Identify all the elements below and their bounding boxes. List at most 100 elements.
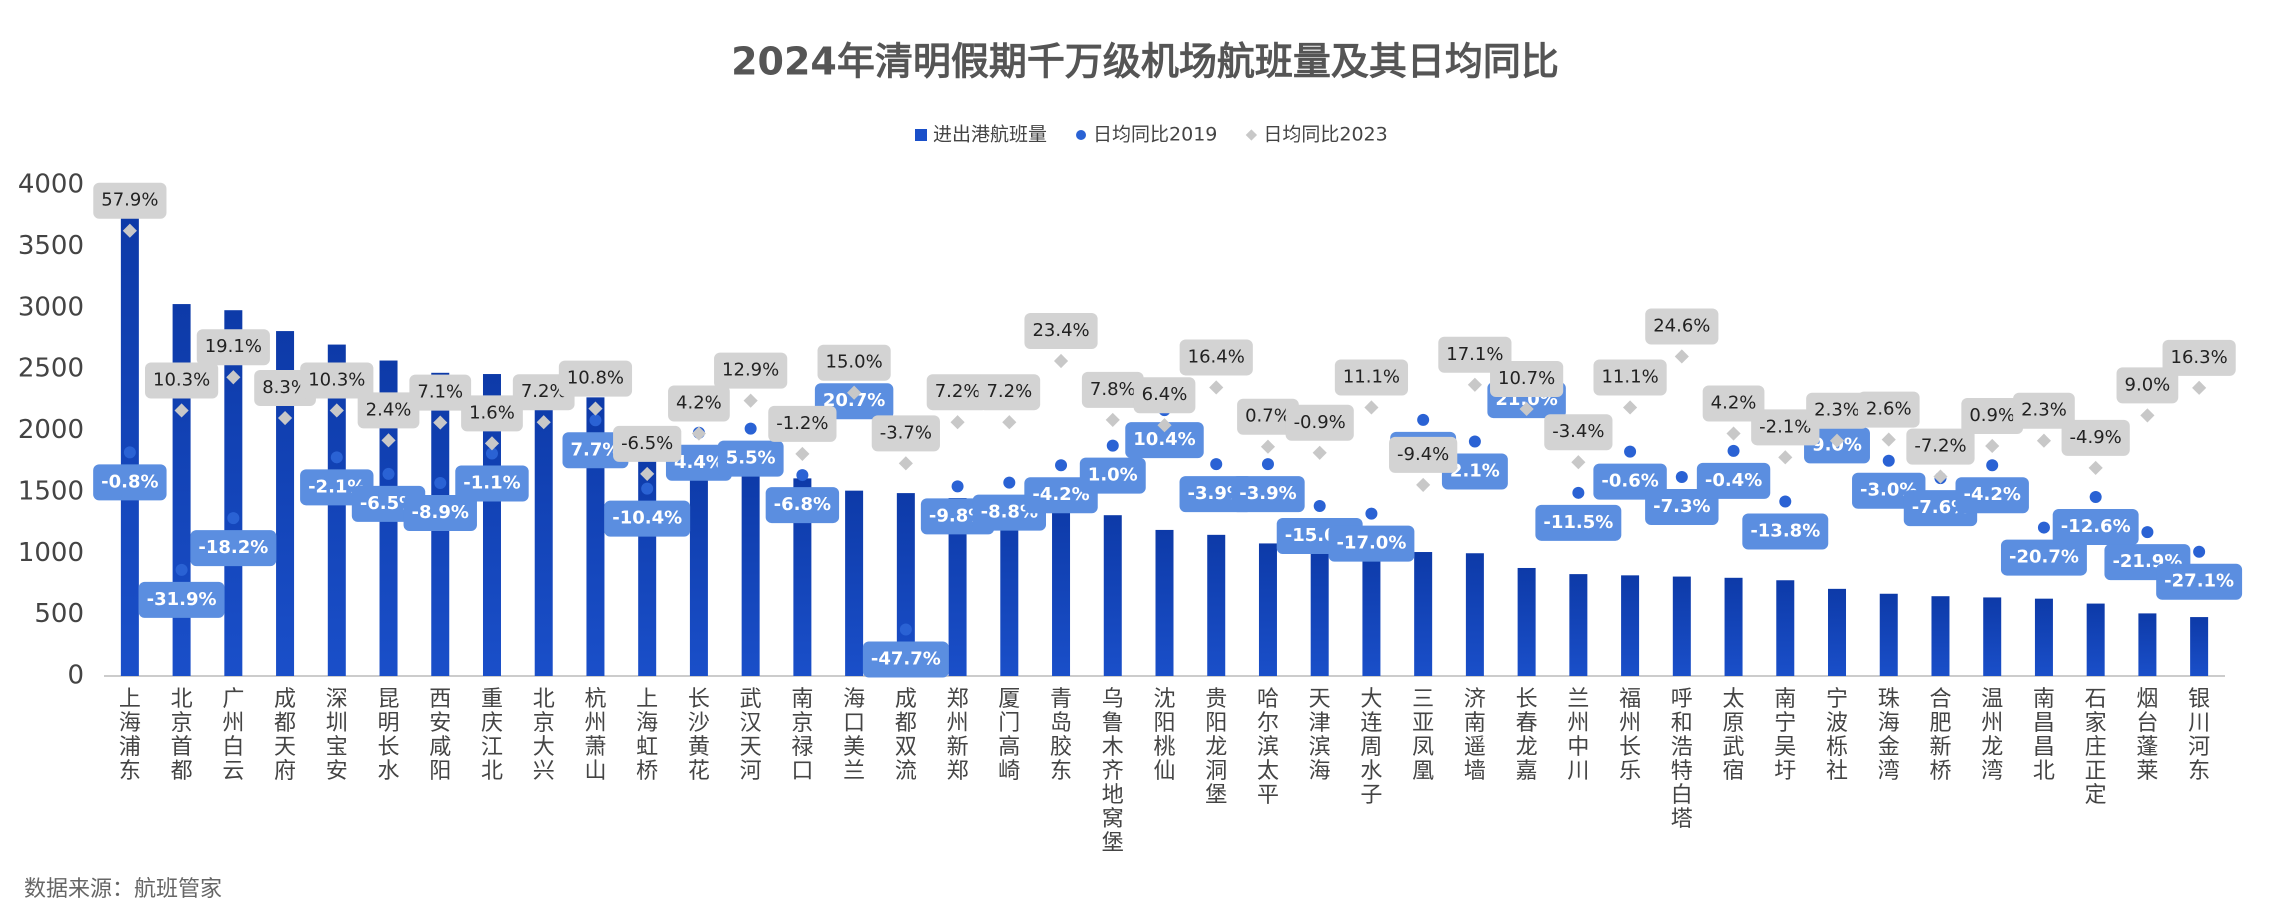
- point: [588, 401, 603, 416]
- point: [1312, 445, 1327, 460]
- bar: [1052, 505, 1071, 676]
- value-label: 7.8%: [1090, 379, 1136, 400]
- point: [329, 403, 344, 418]
- point: [796, 469, 809, 482]
- bar: [689, 464, 708, 676]
- point: [691, 426, 706, 441]
- value-label-box: [1389, 436, 1458, 473]
- value-label-box: [1742, 513, 1829, 550]
- value-label: 9.0%: [2125, 374, 2171, 395]
- value-label-box: [1645, 308, 1719, 345]
- value-label: -4.2%: [1032, 484, 1089, 505]
- value-label: -11.5%: [1543, 512, 1613, 533]
- bar: [1828, 588, 1847, 676]
- value-label-box: [461, 395, 523, 432]
- value-label: 11.1%: [1601, 366, 1658, 387]
- value-label: -6.5%: [360, 493, 417, 514]
- value-label: -3.9%: [1239, 483, 1296, 504]
- value-label-box: [1544, 414, 1613, 451]
- point: [1105, 412, 1120, 427]
- value-label-box: [1751, 409, 1820, 446]
- bar: [1621, 575, 1640, 676]
- value-label: -17.0%: [1336, 533, 1406, 554]
- y-tick-label: 4000: [18, 170, 84, 200]
- value-label-box: [300, 362, 374, 399]
- value-label: -10.4%: [612, 508, 682, 529]
- value-label: -9.4%: [1397, 444, 1449, 465]
- x-tick-label: 长春龙嘉: [1516, 687, 1538, 784]
- value-label: -0.6%: [1601, 471, 1658, 492]
- bar: [224, 310, 243, 676]
- value-label: 5.5%: [726, 448, 776, 469]
- bar: [1517, 567, 1536, 676]
- bar: [1879, 593, 1898, 676]
- value-label: -12.6%: [2061, 516, 2131, 537]
- point: [1829, 433, 1845, 448]
- point: [277, 410, 293, 426]
- value-label: 19.1%: [205, 336, 262, 357]
- x-tick-label: 北京首都: [171, 687, 193, 784]
- point: [1002, 415, 1017, 430]
- point: [1003, 476, 1016, 489]
- point: [1365, 507, 1378, 520]
- value-label: -47.7%: [871, 649, 941, 670]
- point: [1468, 435, 1481, 448]
- value-label: -1.1%: [463, 473, 520, 494]
- x-tick-label: 广州白云: [222, 687, 244, 784]
- x-tick-label: 大连周水子: [1360, 687, 1382, 808]
- point: [1674, 349, 1689, 364]
- legend-swatch: [915, 129, 927, 141]
- x-tick-label: 合肥新桥: [1929, 687, 1951, 784]
- value-label: 10.7%: [1498, 368, 1555, 389]
- value-label-box: [1024, 313, 1098, 350]
- value-label: 10.3%: [153, 369, 210, 390]
- y-tick-label: 2000: [18, 415, 84, 445]
- point: [1416, 477, 1431, 492]
- value-label: 4.2%: [1711, 393, 1757, 414]
- point: [1882, 454, 1895, 467]
- value-label: -7.3%: [1653, 496, 1710, 517]
- value-label: 11.1%: [1343, 366, 1400, 387]
- point: [795, 446, 810, 461]
- point: [1210, 458, 1223, 471]
- point: [1623, 400, 1638, 415]
- point: [226, 370, 241, 385]
- point: [2192, 380, 2207, 395]
- y-tick-label: 1000: [18, 538, 84, 568]
- value-label: -0.8%: [101, 471, 158, 492]
- x-tick-label: 贵阳龙洞堡: [1205, 687, 1227, 808]
- x-tick-label: 哈尔滨太平: [1257, 687, 1279, 808]
- legend-swatch: [1245, 129, 1258, 141]
- value-label-box: [1441, 453, 1508, 490]
- x-tick-label: 上海虹桥: [636, 687, 658, 784]
- x-tick-label: 深圳宝安: [326, 687, 348, 784]
- x-tick-label: 沈阳桃仙: [1153, 687, 1175, 784]
- point: [2140, 408, 2155, 423]
- bar: [172, 304, 191, 676]
- value-label-box: [871, 415, 940, 452]
- value-label-box: [1133, 377, 1196, 414]
- value-label-box: [2052, 508, 2139, 545]
- value-label: 7.7%: [570, 439, 620, 460]
- value-label: -6.8%: [774, 494, 831, 515]
- value-label: -3.4%: [1552, 421, 1604, 442]
- value-label: -20.7%: [2009, 547, 2079, 568]
- value-label-box: [2162, 339, 2236, 376]
- value-label-box: [1179, 339, 1253, 376]
- value-label-box: [613, 425, 682, 462]
- point: [641, 482, 654, 495]
- bar: [1983, 597, 2002, 676]
- point: [589, 414, 602, 427]
- value-label-box: [145, 362, 219, 399]
- y-tick-label: 2500: [18, 354, 84, 384]
- bar: [2086, 603, 2105, 676]
- point: [330, 451, 343, 464]
- bar: [1155, 529, 1174, 676]
- value-label-box: [558, 360, 633, 397]
- x-tick-label: 武汉天河: [740, 687, 762, 784]
- x-tick-label: 昆明长水: [378, 687, 400, 784]
- point: [744, 422, 757, 435]
- point: [1055, 459, 1068, 472]
- point: [1261, 458, 1274, 471]
